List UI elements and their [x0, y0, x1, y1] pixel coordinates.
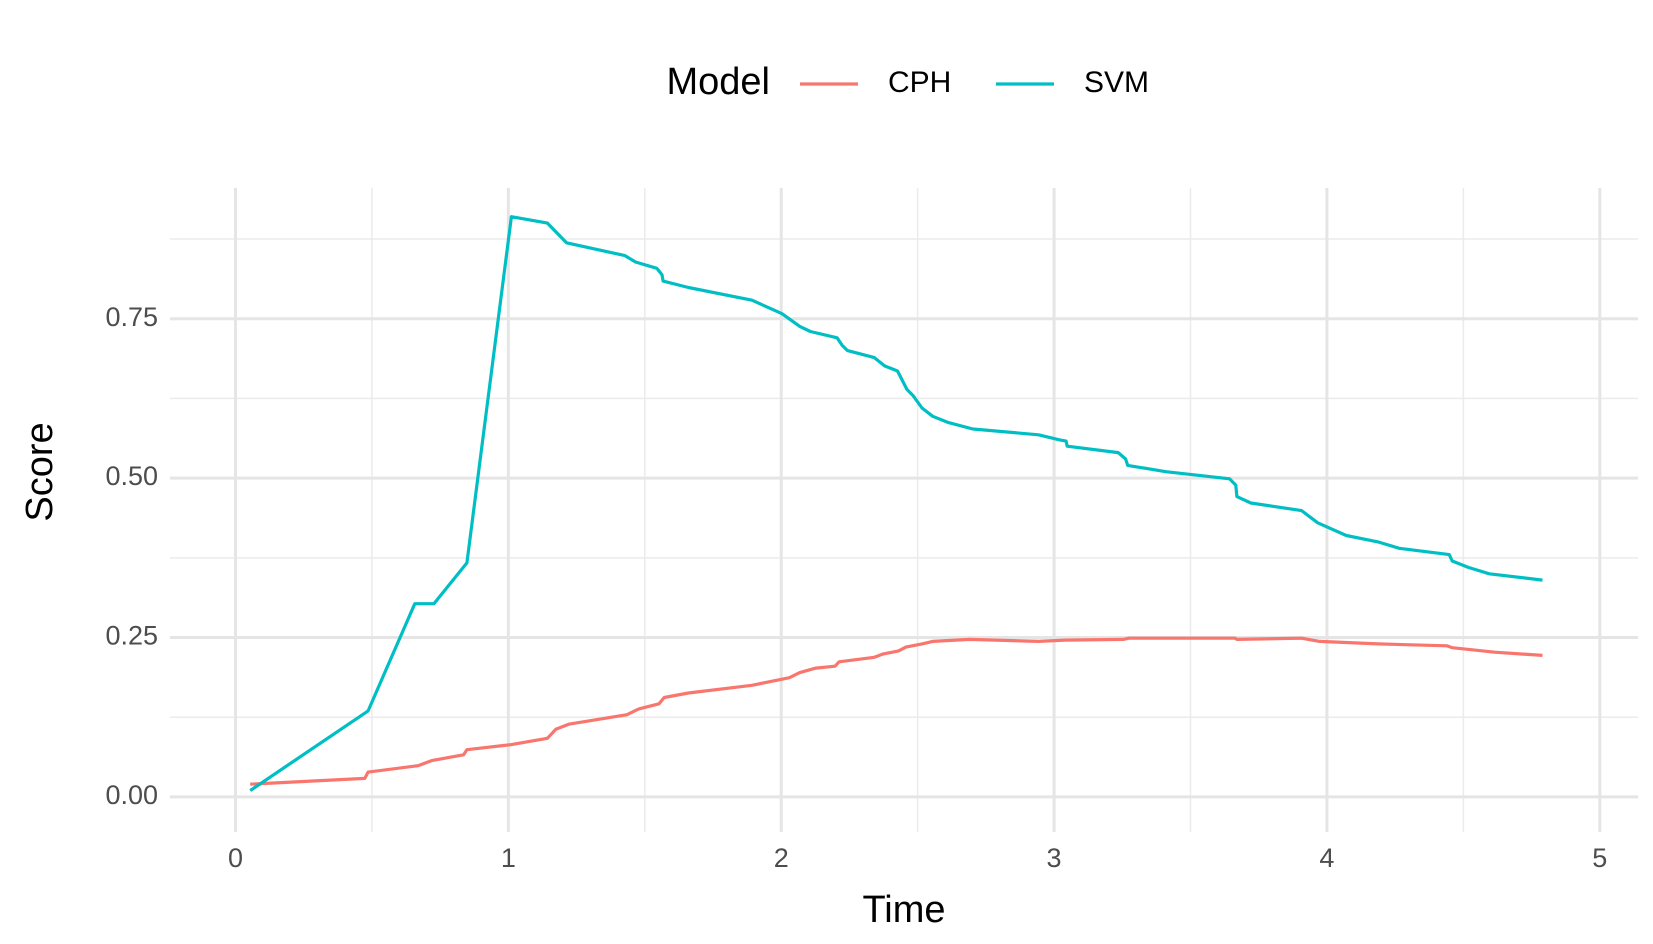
- legend-title: Model: [667, 61, 771, 103]
- x-tick-label: 2: [774, 843, 789, 873]
- y-tick-label: 0.50: [105, 461, 158, 491]
- y-tick-label: 0.25: [105, 621, 158, 651]
- x-tick-label: 0: [228, 843, 243, 873]
- x-tick-label: 5: [1592, 843, 1607, 873]
- legend-label: SVM: [1084, 66, 1149, 99]
- x-tick-label: 1: [501, 843, 516, 873]
- x-axis-title: Time: [862, 889, 945, 931]
- y-tick-label: 0.75: [105, 302, 158, 332]
- y-axis-title: Score: [19, 422, 61, 521]
- x-tick-label: 3: [1047, 843, 1062, 873]
- data-line: [250, 636, 1543, 786]
- y-tick-label: 0.00: [105, 780, 158, 810]
- legend-label: CPH: [888, 66, 951, 99]
- data-line: [249, 215, 1543, 792]
- x-tick-label: 4: [1319, 843, 1334, 873]
